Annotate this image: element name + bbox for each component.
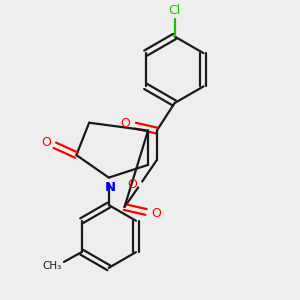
- Text: CH₃: CH₃: [43, 261, 62, 271]
- Text: Cl: Cl: [168, 4, 181, 17]
- Text: N: N: [105, 181, 116, 194]
- Text: O: O: [151, 207, 161, 220]
- Text: O: O: [128, 178, 137, 191]
- Text: O: O: [121, 117, 130, 130]
- Text: O: O: [41, 136, 51, 149]
